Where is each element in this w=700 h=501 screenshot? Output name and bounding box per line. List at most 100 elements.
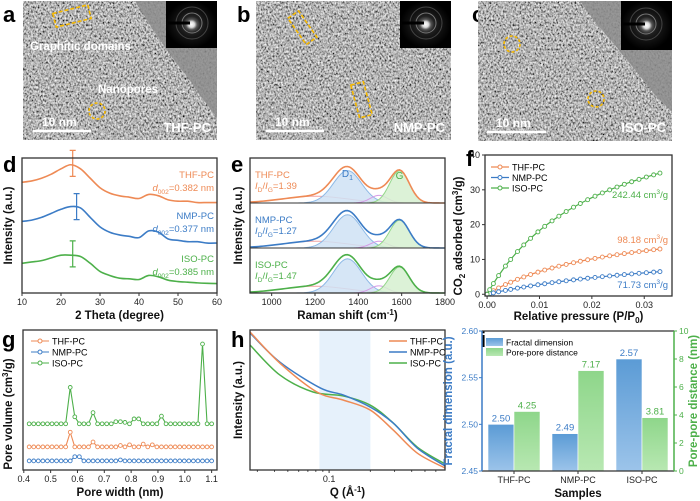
data-point bbox=[76, 454, 82, 460]
bar-pore-distance bbox=[641, 417, 669, 472]
data-point bbox=[607, 273, 613, 279]
data-point bbox=[636, 176, 642, 182]
data-point bbox=[113, 419, 119, 425]
nanopore-marker bbox=[88, 102, 106, 120]
data-point bbox=[45, 444, 50, 450]
x-tick-label: 0.03 bbox=[635, 300, 653, 310]
data-point bbox=[177, 444, 183, 450]
data-point bbox=[122, 458, 128, 464]
x-tick-label: 30 bbox=[95, 297, 105, 307]
data-point bbox=[149, 442, 155, 448]
data-point bbox=[651, 172, 657, 178]
uptake-annotation-part: 3 bbox=[656, 189, 660, 196]
data-point bbox=[81, 458, 87, 464]
data-point bbox=[31, 421, 37, 427]
data-point bbox=[140, 458, 146, 464]
data-point bbox=[209, 458, 214, 464]
data-point bbox=[168, 444, 173, 450]
series-label: THF-PC bbox=[179, 170, 214, 181]
data-point bbox=[35, 458, 41, 464]
x-tick-label: 0.1 bbox=[323, 474, 336, 484]
y-axis-title: Pore-pore distance (nm) bbox=[688, 335, 700, 467]
data-point bbox=[571, 277, 576, 283]
data-point bbox=[508, 286, 514, 292]
id-ig-ratio-part: =1.47 bbox=[273, 271, 297, 282]
series-label: NMP-PC bbox=[255, 215, 293, 226]
y-axis-title-part: /g) bbox=[453, 176, 465, 190]
data-point bbox=[58, 444, 64, 450]
y-axis-title: Intensity (a.u.) bbox=[233, 186, 245, 264]
data-point bbox=[49, 458, 55, 464]
data-point bbox=[614, 272, 620, 278]
data-point bbox=[585, 197, 591, 203]
legend-marker bbox=[37, 360, 43, 366]
d-spacing-label: d002=0.385 nm bbox=[152, 267, 214, 280]
data-point bbox=[58, 421, 64, 427]
data-point bbox=[502, 287, 508, 293]
data-point bbox=[621, 251, 627, 257]
data-point bbox=[99, 458, 105, 464]
bar-pore-distance bbox=[513, 411, 541, 472]
data-point bbox=[577, 276, 583, 282]
data-point bbox=[26, 458, 32, 464]
data-point bbox=[490, 281, 496, 287]
data-point bbox=[614, 252, 620, 258]
data-point bbox=[159, 413, 164, 419]
data-point bbox=[542, 223, 548, 229]
panel-label: i bbox=[480, 327, 486, 352]
fit-area-D1 bbox=[250, 258, 445, 293]
legend-marker bbox=[497, 175, 503, 180]
data-point bbox=[118, 457, 123, 463]
id-ig-ratio-part: I bbox=[265, 181, 268, 192]
data-point bbox=[195, 421, 201, 427]
d-symbol: d bbox=[152, 267, 158, 278]
data-point bbox=[163, 444, 169, 450]
scale-bar-label: 10 nm bbox=[496, 116, 531, 130]
peak-label-part: 1 bbox=[349, 175, 353, 182]
data-point bbox=[54, 421, 59, 427]
id-ig-ratio: ID/IG=1.39 bbox=[255, 181, 297, 194]
uptake-annotation-part: /g bbox=[660, 280, 668, 291]
data-point bbox=[651, 269, 657, 275]
tem-panel-c: c 10 nm ISO-PC bbox=[472, 1, 672, 141]
data-point bbox=[145, 458, 151, 464]
data-point bbox=[657, 269, 663, 275]
annotation-nanopores: Nanopores bbox=[98, 84, 158, 96]
bar-value-label: 2.49 bbox=[556, 423, 575, 434]
bar-value-label: 2.50 bbox=[492, 413, 511, 424]
bar-value-label: 2.57 bbox=[620, 348, 639, 359]
uptake-annotation-part: 3 bbox=[656, 279, 660, 286]
panel-label: h bbox=[231, 327, 244, 352]
d-value: =0.382 nm bbox=[169, 183, 214, 194]
data-point bbox=[556, 279, 562, 285]
x-tick-label: 0.7 bbox=[98, 474, 111, 484]
data-point bbox=[63, 444, 69, 450]
data-point bbox=[508, 279, 514, 285]
data-point bbox=[629, 179, 635, 185]
legend-marker bbox=[497, 164, 503, 170]
data-point bbox=[592, 274, 598, 280]
data-point bbox=[54, 444, 59, 450]
data-point bbox=[95, 444, 100, 450]
uptake-annotation: 242.44 cm3/g bbox=[612, 189, 668, 201]
data-point bbox=[549, 265, 555, 271]
uptake-annotation: 98.18 cm3/g bbox=[617, 234, 668, 246]
sample-label: ISO-PC bbox=[621, 120, 666, 135]
saed-inset bbox=[621, 1, 672, 50]
data-point bbox=[585, 275, 591, 281]
data-point bbox=[599, 254, 605, 260]
data-point bbox=[614, 184, 620, 190]
data-point bbox=[40, 444, 46, 450]
data-point bbox=[204, 421, 210, 427]
xrd-curve-thf-pc bbox=[21, 163, 217, 204]
x-axis-title: 2 Theta (degree) bbox=[75, 310, 164, 322]
d-symbol: d bbox=[152, 183, 158, 194]
data-point bbox=[195, 458, 201, 464]
saxs-curve-thf-pc bbox=[249, 331, 446, 469]
legend-swatch bbox=[486, 348, 503, 356]
axes-frame bbox=[21, 157, 218, 294]
data-point bbox=[515, 285, 520, 291]
y-tick-label: 0 bbox=[475, 289, 480, 299]
